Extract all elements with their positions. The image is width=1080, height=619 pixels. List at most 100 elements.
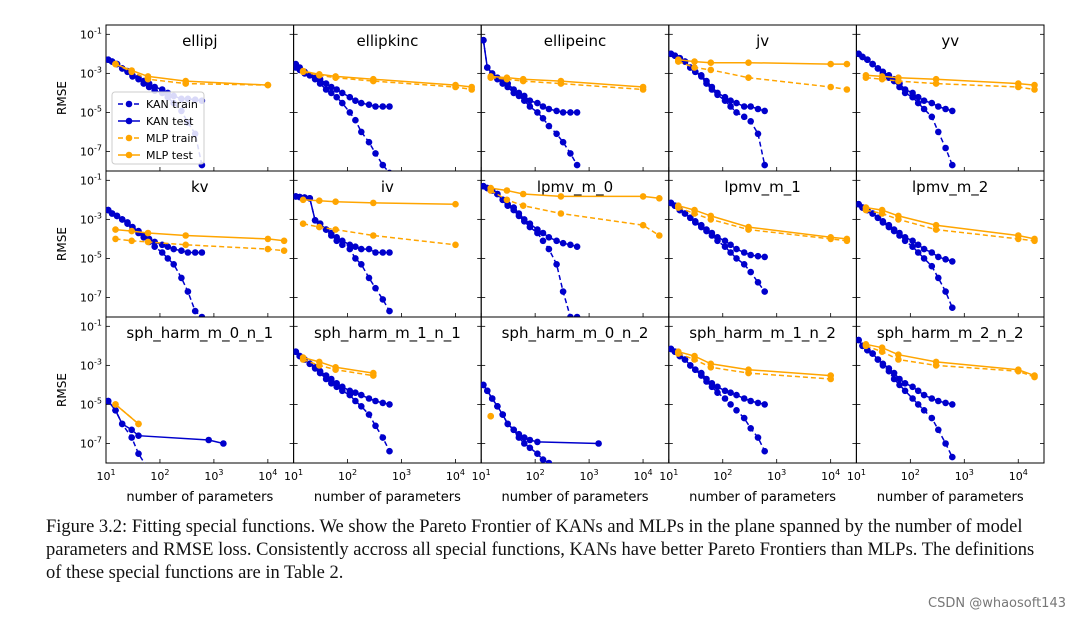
data-point bbox=[901, 387, 909, 395]
panel-sph-harm-m-2-n-2: sph_harm_m_2_n_2 bbox=[855, 316, 1045, 464]
data-point bbox=[754, 399, 762, 407]
legend-entry: KAN test bbox=[146, 115, 194, 128]
data-point bbox=[692, 366, 699, 374]
data-point bbox=[299, 196, 307, 204]
data-point bbox=[170, 245, 177, 253]
panel-sph-harm-m-0-n-2: sph_harm_m_0_n_2 bbox=[480, 316, 670, 464]
data-point bbox=[890, 375, 898, 383]
data-point bbox=[370, 199, 377, 207]
data-point bbox=[346, 387, 354, 395]
data-point bbox=[332, 73, 339, 80]
data-point bbox=[932, 75, 940, 83]
panel-lpmv-m-0: lpmv_m_0 bbox=[480, 170, 670, 318]
data-point bbox=[545, 459, 553, 463]
data-point bbox=[1015, 232, 1022, 239]
data-point bbox=[559, 239, 567, 247]
data-point bbox=[352, 243, 359, 250]
data-point bbox=[595, 440, 602, 447]
data-point bbox=[452, 241, 459, 249]
series-line-mlp-train bbox=[678, 60, 848, 91]
data-point bbox=[567, 109, 574, 116]
data-point bbox=[754, 130, 762, 138]
data-point bbox=[1031, 372, 1038, 379]
data-point bbox=[488, 395, 496, 402]
data-point bbox=[545, 105, 553, 113]
data-point bbox=[942, 399, 949, 407]
data-point bbox=[144, 238, 152, 246]
data-point bbox=[108, 210, 116, 217]
x-tick-label: 103 bbox=[767, 468, 786, 483]
data-point bbox=[901, 380, 909, 387]
data-point bbox=[484, 64, 491, 71]
data-point bbox=[379, 434, 387, 441]
data-point bbox=[567, 313, 574, 317]
series-line-mlp-test bbox=[490, 75, 644, 88]
x-tick-label: 102 bbox=[338, 468, 357, 483]
data-point bbox=[534, 99, 541, 107]
data-point bbox=[198, 249, 206, 256]
x-tick-label: 103 bbox=[392, 468, 411, 483]
data-point bbox=[128, 227, 135, 235]
panel-jv: jv bbox=[668, 24, 857, 172]
data-point bbox=[639, 193, 647, 200]
data-point bbox=[714, 389, 721, 397]
data-point bbox=[379, 296, 387, 303]
legend-marker bbox=[125, 100, 133, 108]
data-point bbox=[761, 107, 768, 115]
x-tick-label: 101 bbox=[284, 468, 303, 483]
data-point bbox=[316, 71, 323, 78]
data-point bbox=[754, 279, 762, 286]
data-point bbox=[503, 74, 511, 81]
data-point bbox=[487, 184, 495, 192]
data-point bbox=[539, 115, 547, 122]
data-point bbox=[333, 93, 341, 101]
data-point bbox=[158, 249, 166, 256]
data-point bbox=[515, 210, 523, 217]
data-point bbox=[1031, 235, 1038, 243]
data-point bbox=[703, 77, 710, 85]
data-point bbox=[299, 67, 307, 75]
data-point bbox=[895, 74, 902, 81]
series-line-mlp-train bbox=[115, 238, 285, 252]
data-point bbox=[452, 200, 459, 208]
data-point bbox=[949, 107, 956, 115]
series-line-mlp-train bbox=[302, 358, 374, 377]
data-point bbox=[703, 375, 710, 383]
data-point bbox=[521, 97, 528, 104]
data-point bbox=[553, 130, 560, 138]
data-point bbox=[721, 395, 729, 402]
data-point bbox=[158, 86, 166, 93]
data-point bbox=[935, 128, 942, 136]
data-point bbox=[920, 97, 928, 104]
data-point bbox=[539, 456, 547, 463]
panel-title: ellipkinc bbox=[356, 32, 418, 50]
data-point bbox=[487, 73, 495, 80]
data-point bbox=[328, 83, 335, 91]
data-point bbox=[322, 80, 330, 87]
data-point bbox=[526, 220, 534, 227]
data-point bbox=[862, 204, 870, 211]
data-point bbox=[379, 103, 387, 110]
data-point bbox=[935, 103, 942, 110]
data-point bbox=[928, 249, 936, 256]
data-point bbox=[745, 59, 752, 66]
data-point bbox=[761, 401, 768, 408]
data-point bbox=[675, 348, 682, 356]
data-point bbox=[708, 380, 716, 387]
data-point bbox=[740, 261, 748, 268]
data-point bbox=[365, 395, 373, 402]
data-point bbox=[573, 243, 581, 250]
data-point bbox=[372, 103, 379, 110]
x-axis-label: number of parameters bbox=[314, 490, 461, 505]
panel-title: ellipj bbox=[182, 32, 217, 50]
data-point bbox=[128, 434, 135, 441]
data-point bbox=[914, 93, 922, 101]
x-axis-label: number of parameters bbox=[689, 490, 836, 505]
data-point bbox=[515, 430, 523, 438]
data-point bbox=[727, 241, 734, 249]
data-point bbox=[733, 109, 740, 116]
data-point bbox=[557, 210, 565, 217]
data-point bbox=[914, 249, 922, 256]
data-point bbox=[534, 450, 541, 458]
series-line-mlp-test bbox=[115, 403, 139, 425]
